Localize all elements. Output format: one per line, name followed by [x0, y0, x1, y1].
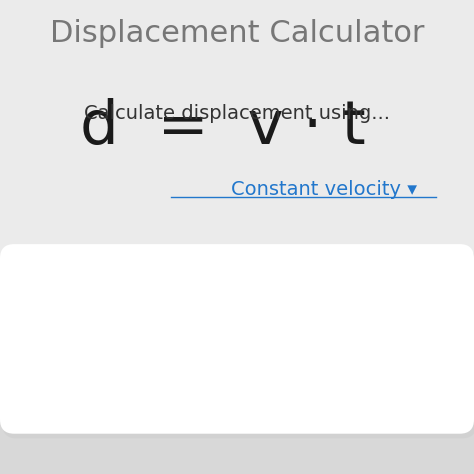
Text: Constant velocity ▾: Constant velocity ▾: [231, 180, 417, 199]
Text: Displacement Calculator: Displacement Calculator: [50, 18, 424, 48]
Text: Calculate displacement using...: Calculate displacement using...: [84, 104, 390, 123]
FancyBboxPatch shape: [2, 249, 474, 438]
FancyBboxPatch shape: [0, 244, 474, 434]
FancyBboxPatch shape: [0, 0, 474, 268]
Bar: [0, 417, 474, 474]
Text: d  =  v · t: d = v · t: [80, 99, 365, 157]
